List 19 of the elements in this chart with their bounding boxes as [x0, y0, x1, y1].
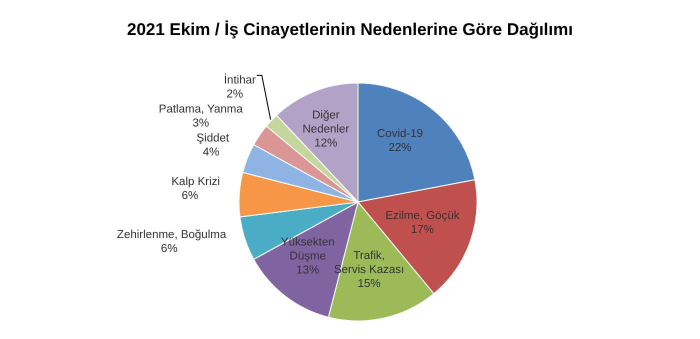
slice-label: Diğer Nedenler [302, 109, 350, 136]
slice-label: Zehirlenme, Boğulma [116, 229, 227, 242]
slice-label: Patlama, Yanma [158, 103, 244, 116]
data-label: 12% [314, 137, 338, 150]
data-label: 2% [226, 88, 244, 100]
data-label: 13% [296, 264, 320, 276]
data-label: 3% [192, 117, 210, 130]
slice-label: İntihar [224, 73, 256, 86]
data-label: 17% [410, 224, 434, 236]
slice-label: Şiddet [196, 132, 230, 144]
chart-title: 2021 Ekim / İş Cinayetlerinin Nedenlerine Göre Dağılımı [126, 20, 574, 40]
slice-label: Ezilme, Göçük [385, 210, 460, 222]
slice-label: Covid-19 [377, 128, 424, 140]
data-label: 4% [202, 146, 220, 158]
data-label: 15% [358, 278, 381, 290]
data-label: 6% [182, 190, 198, 202]
data-label: 6% [160, 243, 178, 256]
slice-label: Kalp Krizi [171, 176, 220, 188]
data-label: 22% [388, 142, 412, 154]
